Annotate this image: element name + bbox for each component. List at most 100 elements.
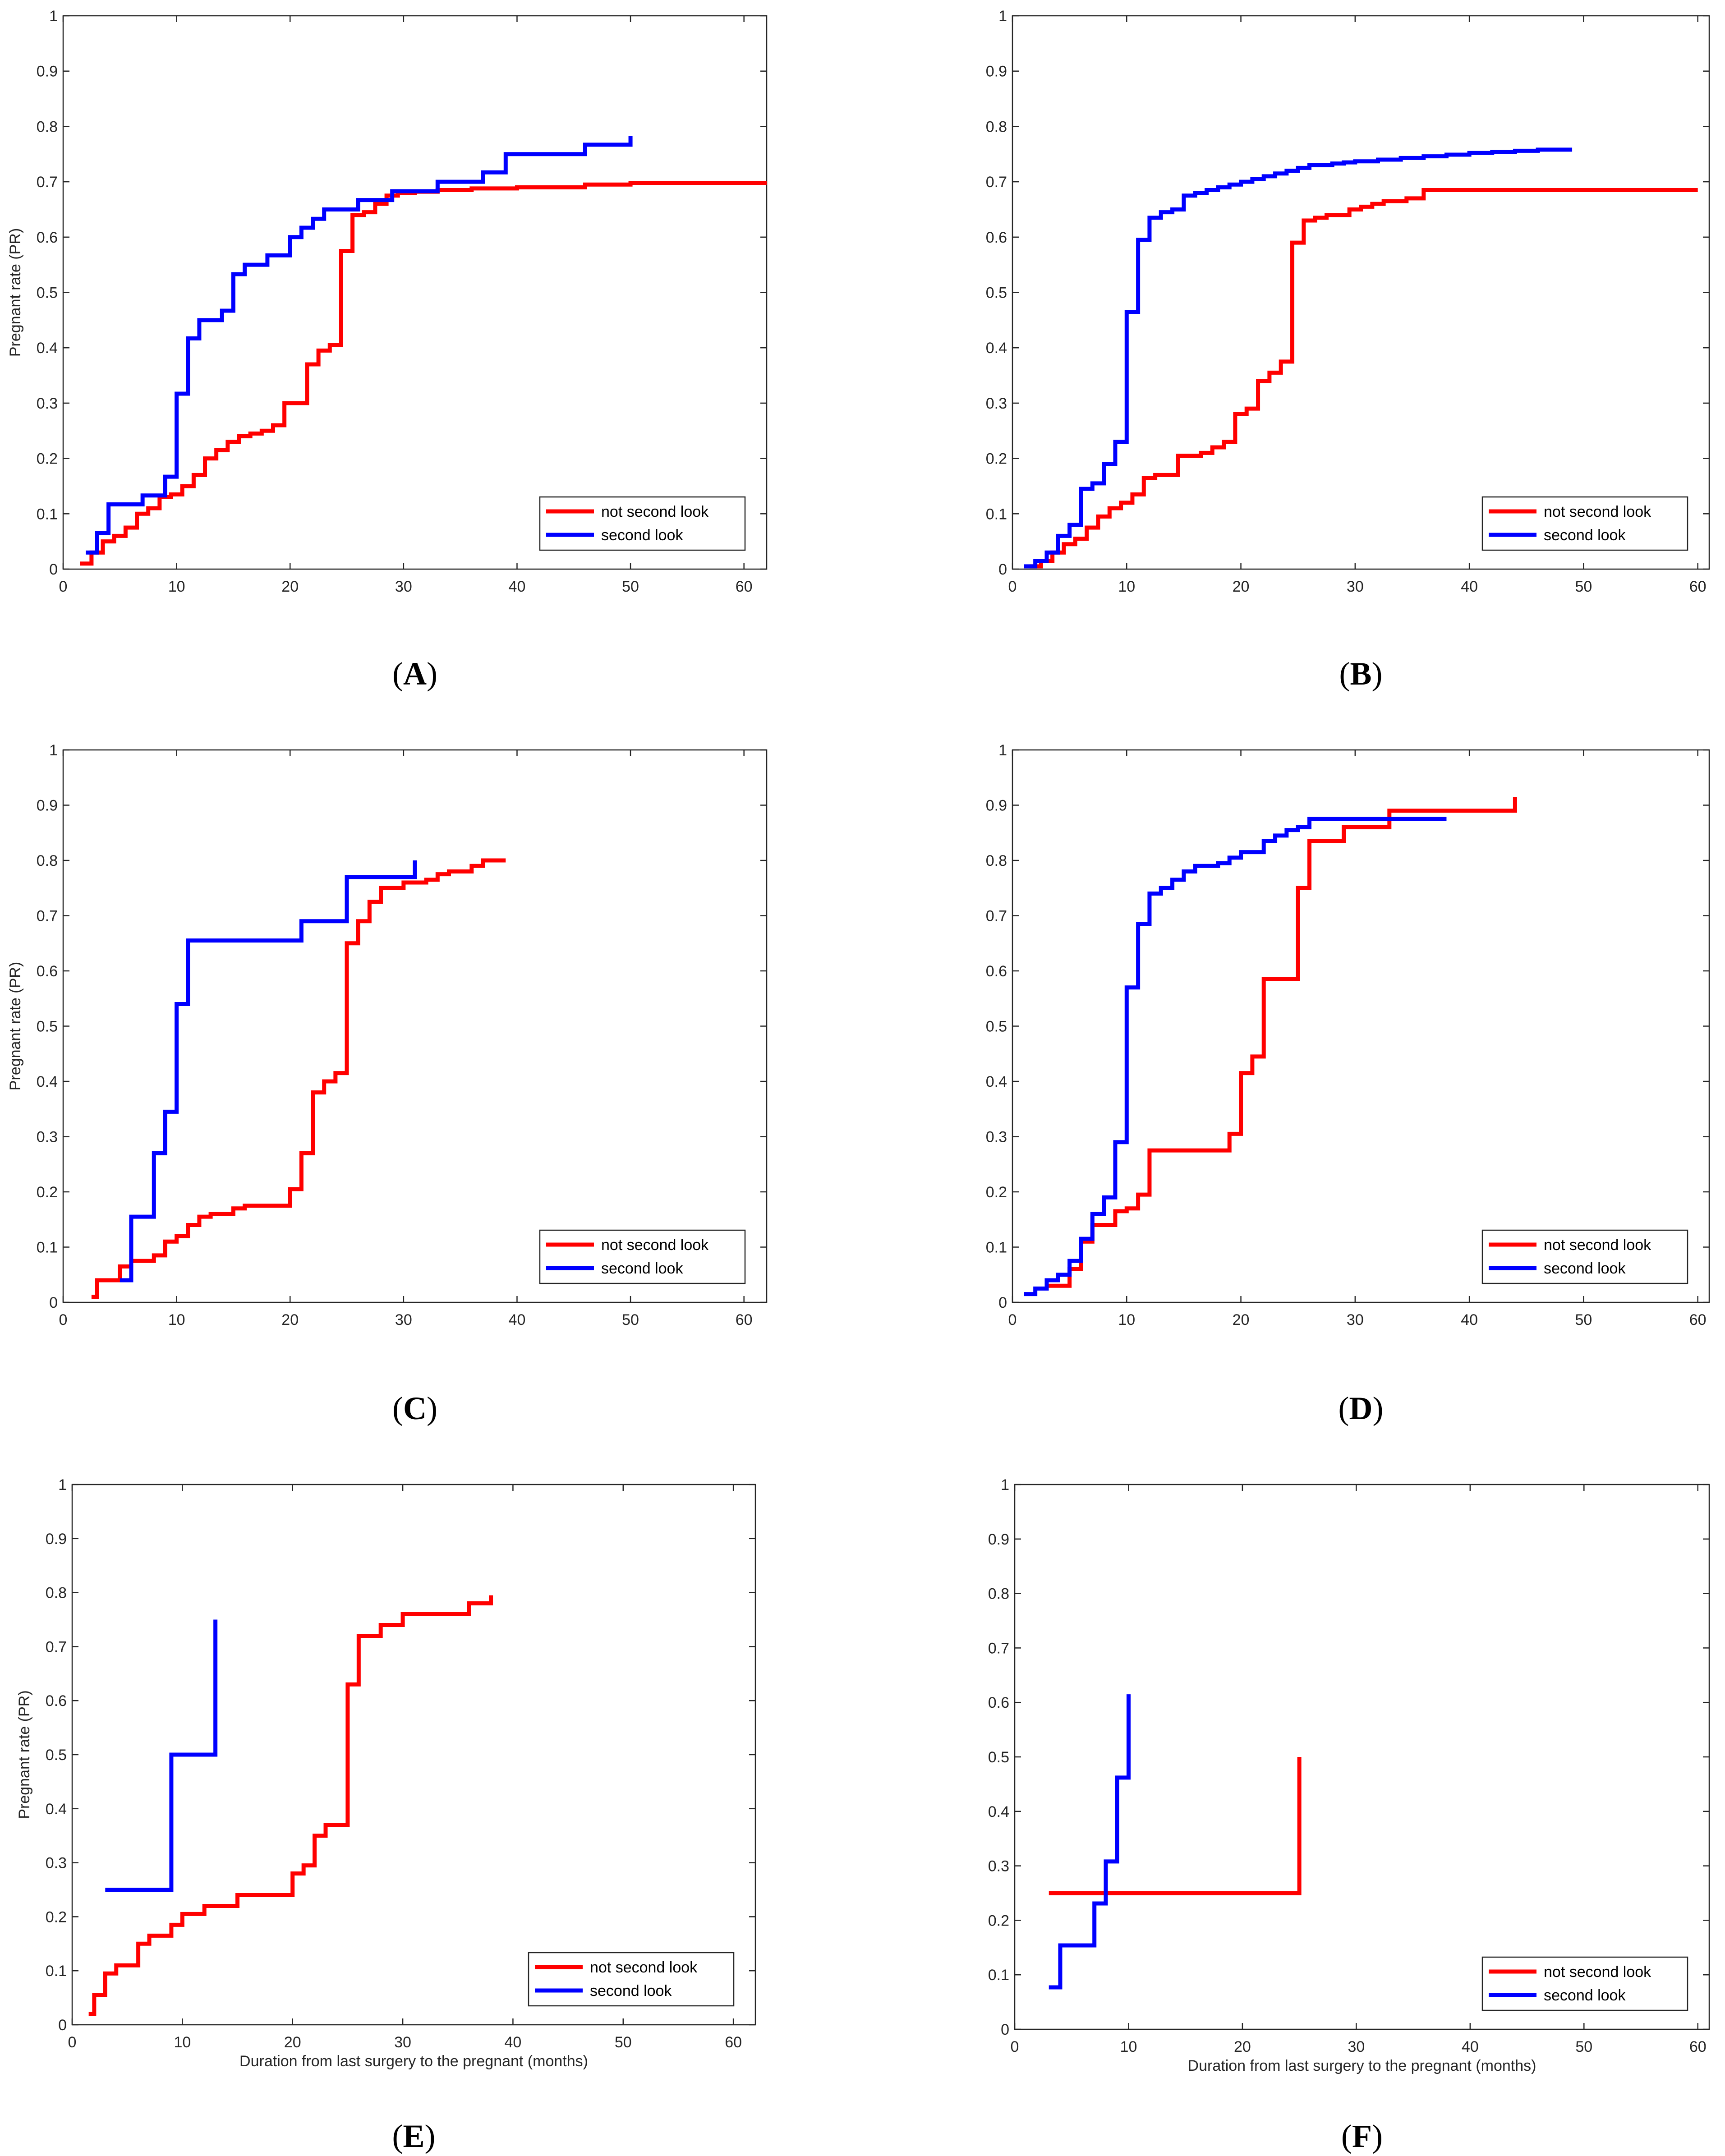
y-tick-label: 0.5 <box>37 1018 58 1035</box>
y-tick-label: 0.7 <box>986 174 1007 191</box>
y-tick-label: 0.2 <box>46 1908 67 1926</box>
legend-box <box>1481 496 1688 551</box>
x-tick-label: 60 <box>736 578 753 595</box>
y-tick-label: 0.4 <box>988 1803 1009 1820</box>
y-tick-label: 0.2 <box>37 451 58 468</box>
y-axis-title: Pregnant rate (PR) <box>7 962 24 1090</box>
x-tick-label: 40 <box>505 2034 522 2051</box>
x-tick-label: 0 <box>1008 578 1017 595</box>
series-line-second-look <box>1024 817 1447 1296</box>
x-tick-label: 60 <box>1689 2038 1707 2055</box>
series-line-not-second-look <box>1049 1757 1302 1895</box>
series-line-second-look <box>1049 1694 1131 1990</box>
legend-label: second look <box>1544 1260 1626 1277</box>
series-line-not-second-look <box>1046 797 1517 1288</box>
x-tick-label: 0 <box>68 2034 77 2051</box>
y-tick-label: 1 <box>998 742 1007 759</box>
y-tick-label: 1 <box>1001 1476 1009 1494</box>
y-tick-label: 0.3 <box>37 395 58 412</box>
y-tick-label: 0 <box>1001 2021 1009 2038</box>
y-tick-label: 0.9 <box>988 1531 1009 1548</box>
y-tick-label: 0.8 <box>37 118 58 135</box>
x-axis-title: Duration from last surgery to the pregna… <box>1188 2057 1536 2074</box>
x-tick-label: 50 <box>1575 1311 1592 1329</box>
x-tick-label: 20 <box>1233 578 1250 595</box>
panel-label: (E) <box>392 2118 436 2154</box>
plot-frame <box>62 749 768 1303</box>
legend-label: not second look <box>590 1959 698 1976</box>
x-tick-label: 0 <box>1011 2038 1019 2055</box>
y-tick-label: 1 <box>49 8 58 25</box>
panel-label: (F) <box>1341 2118 1383 2154</box>
x-tick-label: 50 <box>622 578 639 595</box>
y-tick-label: 0.4 <box>37 1073 58 1090</box>
y-tick-label: 0.8 <box>988 1586 1009 1603</box>
x-tick-label: 10 <box>1120 2038 1137 2055</box>
y-tick-label: 0.4 <box>37 340 58 357</box>
y-tick-label: 0.6 <box>986 963 1007 980</box>
legend-box <box>1481 1229 1688 1284</box>
y-tick-label: 0.4 <box>986 1073 1007 1090</box>
y-tick-label: 0.2 <box>986 1184 1007 1201</box>
plot-frame <box>62 15 768 570</box>
y-tick-label: 0.1 <box>986 1239 1007 1256</box>
plot-frame <box>1012 15 1710 570</box>
series-line-second-look <box>105 1619 218 1892</box>
y-tick-label: 0.5 <box>986 1018 1007 1035</box>
series-line-not-second-look <box>91 858 506 1299</box>
x-tick-label: 10 <box>1118 1311 1135 1329</box>
legend: not second look second look <box>1481 1229 1688 1284</box>
x-tick-label: 50 <box>615 2034 632 2051</box>
panel-a: 00.10.20.30.40.50.60.70.80.910 10 20 30 40 50… <box>7 8 768 692</box>
legend-label: second look <box>1544 527 1626 544</box>
x-axis-title: Duration from last surgery to the pregna… <box>239 2053 588 2070</box>
x-tick-label: 10 <box>168 578 185 595</box>
series-line-not-second-look <box>88 1595 493 2016</box>
legend: not second look second look <box>1481 1956 1688 2011</box>
x-tick-label: 20 <box>1234 2038 1251 2055</box>
x-tick-label: 10 <box>1118 578 1135 595</box>
legend-label: not second look <box>1544 1237 1651 1254</box>
y-tick-label: 0 <box>998 1294 1007 1311</box>
legend-box <box>539 496 746 551</box>
y-tick-label: 0.7 <box>37 174 58 191</box>
y-tick-label: 0.1 <box>46 1963 67 1980</box>
x-tick-label: 60 <box>1689 578 1707 595</box>
y-tick-label: 0.3 <box>37 1129 58 1146</box>
y-tick-label: 0.1 <box>988 1967 1009 1984</box>
x-tick-label: 20 <box>281 1311 299 1329</box>
x-tick-label: 10 <box>174 2034 191 2051</box>
y-axis-title: Pregnant rate (PR) <box>16 1690 33 1819</box>
panel-label: (B) <box>1339 656 1383 692</box>
y-tick-label: 0.3 <box>988 1858 1009 1875</box>
y-tick-label: 0.5 <box>46 1747 67 1764</box>
legend-label: second look <box>601 527 683 544</box>
legend: not second look second look <box>539 1229 746 1284</box>
x-tick-label: 30 <box>395 578 412 595</box>
x-tick-label: 0 <box>59 578 68 595</box>
x-tick-label: 20 <box>284 2034 301 2051</box>
x-tick-label: 40 <box>1461 578 1478 595</box>
legend-box <box>1481 1956 1688 2011</box>
y-tick-label: 0.2 <box>986 451 1007 468</box>
y-tick-label: 0.1 <box>986 506 1007 523</box>
panel-d: 00.10.20.30.40.50.60.70.80.910 10 20 30 40 50… <box>986 742 1710 1426</box>
y-tick-label: 0.1 <box>37 1239 58 1256</box>
y-tick-label: 0.9 <box>37 63 58 80</box>
y-tick-label: 0 <box>998 561 1007 578</box>
y-tick-label: 0.5 <box>37 285 58 302</box>
y-tick-label: 0.8 <box>37 852 58 869</box>
y-tick-label: 0.6 <box>37 229 58 246</box>
legend-label: not second look <box>1544 503 1651 520</box>
y-tick-label: 0.8 <box>986 852 1007 869</box>
series-line-second-look <box>86 136 633 555</box>
y-tick-label: 0.9 <box>986 63 1007 80</box>
legend: not second look second look <box>539 496 746 551</box>
panel-label: (C) <box>392 1390 437 1426</box>
x-tick-label: 20 <box>1233 1311 1250 1329</box>
x-tick-label: 10 <box>168 1311 185 1329</box>
y-tick-label: 0.1 <box>37 506 58 523</box>
x-tick-label: 50 <box>622 1311 639 1329</box>
y-tick-label: 0 <box>49 1294 58 1311</box>
